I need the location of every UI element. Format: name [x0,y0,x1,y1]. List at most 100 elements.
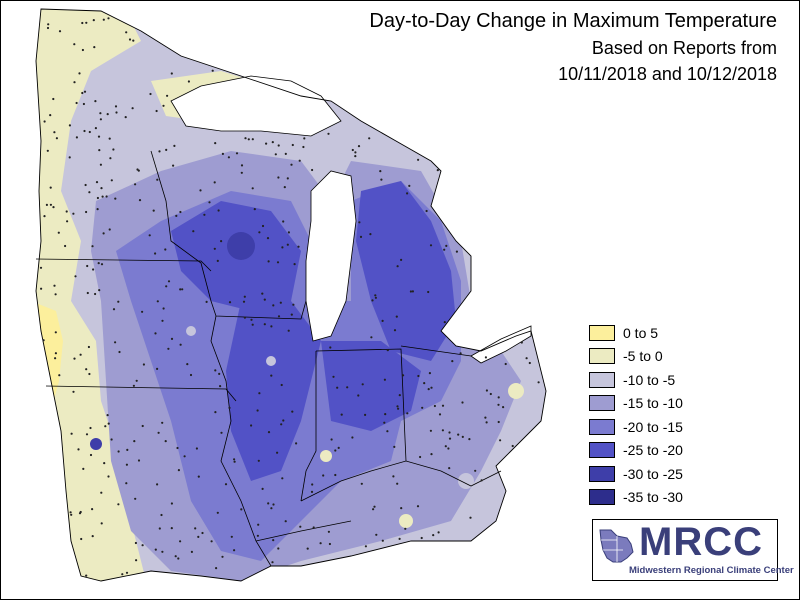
station-dot [277,547,280,550]
station-dot [69,511,72,514]
station-dot [210,540,213,543]
station-dot [322,474,325,477]
station-dot [217,209,220,212]
station-dot [258,392,261,395]
station-dot [214,411,217,414]
station-dot [167,347,170,350]
station-dot [421,406,424,409]
station-dot [270,374,273,377]
station-dot [88,372,91,376]
station-dot [437,531,440,534]
station-dot [396,482,399,485]
station-dot [88,191,91,194]
station-dot [433,404,436,408]
station-dot [114,197,117,200]
station-dot [107,422,110,425]
station-dot [251,323,254,326]
station-dot [85,574,88,577]
station-dot [286,177,289,180]
station-dot [419,455,422,459]
station-dot [423,382,426,385]
station-dot [94,127,97,130]
station-dot [135,379,138,382]
station-dot [112,148,115,151]
station-dot [78,512,82,515]
station-dot [281,477,284,480]
station-dot [137,459,141,462]
station-dot [98,289,101,292]
station-dot [461,401,464,404]
station-dot [290,163,293,166]
station-dot [47,23,50,26]
station-dot [263,323,266,326]
station-dot [411,290,414,293]
station-dot [39,266,43,269]
station-dot [65,210,68,213]
station-dot [85,368,88,371]
station-dot [397,407,400,410]
station-dot [177,557,180,560]
station-dot [235,152,239,155]
station-dot [218,372,221,375]
station-dot [351,148,354,152]
station-dot [286,243,289,246]
station-dot [374,296,377,299]
station-dot [417,158,420,161]
station-dot [197,535,200,539]
station-dot [281,246,284,249]
station-dot [148,234,151,237]
station-dot [270,507,273,510]
station-dot [334,473,337,477]
station-dot [96,208,99,211]
station-dot [258,231,261,234]
station-dot [291,410,294,413]
station-dot [428,372,431,375]
station-dot [270,325,273,328]
station-dot [117,503,120,506]
station-dot [86,291,89,295]
midwest-map-icon [599,529,634,563]
station-dot [261,224,265,228]
station-dot [165,285,168,288]
station-dot [105,195,108,198]
station-dot [276,451,279,454]
station-dot [274,153,277,156]
station-dot [266,237,270,240]
station-dot [468,438,471,441]
station-dot [537,381,540,384]
station-dot [469,516,472,519]
station-dot [329,346,332,349]
station-dot [267,431,271,434]
station-dot [396,265,399,268]
station-dot [118,350,121,354]
station-dot [429,429,432,432]
station-dot [432,534,435,537]
station-dot [417,374,420,378]
legend-swatch [589,442,615,459]
station-dot [386,430,389,433]
station-dot [46,149,49,152]
station-dot [251,138,254,141]
station-dot [277,144,280,147]
station-dot [154,252,157,255]
station-dot [327,132,330,135]
station-dot [214,142,217,145]
station-dot [115,111,118,114]
station-dot [213,247,216,250]
station-dot [98,149,101,152]
station-dot [290,313,293,316]
station-dot [177,469,180,472]
station-dot [340,413,343,416]
station-dot [256,534,259,537]
station-dot [297,245,300,248]
spot-warm-5 [266,356,276,366]
station-dot [271,141,274,144]
station-dot [40,287,43,290]
legend-item: 0 to 5 [589,321,683,345]
station-dot [49,203,53,206]
station-dot [89,426,92,430]
station-dot [497,420,500,424]
station-dot [133,440,136,443]
station-dot [429,244,433,247]
station-dot [455,250,458,253]
